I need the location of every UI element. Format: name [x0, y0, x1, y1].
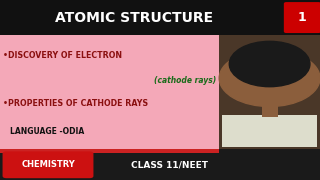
FancyBboxPatch shape: [0, 148, 219, 153]
FancyBboxPatch shape: [222, 115, 317, 147]
Text: CHEMISTRY: CHEMISTRY: [21, 160, 75, 169]
Text: (cathode rays): (cathode rays): [154, 76, 216, 85]
FancyBboxPatch shape: [0, 148, 320, 180]
Text: LANGUAGE -ODIA: LANGUAGE -ODIA: [10, 127, 84, 136]
Text: •PROPERTIES OF CATHODE RAYS: •PROPERTIES OF CATHODE RAYS: [3, 99, 148, 108]
Text: •DISCOVERY OF ELECTRON: •DISCOVERY OF ELECTRON: [3, 51, 122, 60]
FancyBboxPatch shape: [262, 105, 278, 117]
FancyBboxPatch shape: [0, 0, 320, 35]
Text: ATOMIC STRUCTURE: ATOMIC STRUCTURE: [55, 11, 213, 24]
FancyBboxPatch shape: [0, 35, 320, 148]
Circle shape: [219, 50, 320, 107]
Text: 1: 1: [298, 11, 307, 24]
FancyBboxPatch shape: [3, 151, 93, 178]
Circle shape: [229, 41, 310, 87]
FancyBboxPatch shape: [284, 2, 320, 33]
FancyBboxPatch shape: [219, 35, 320, 148]
Text: CLASS 11/NEET: CLASS 11/NEET: [131, 160, 208, 169]
